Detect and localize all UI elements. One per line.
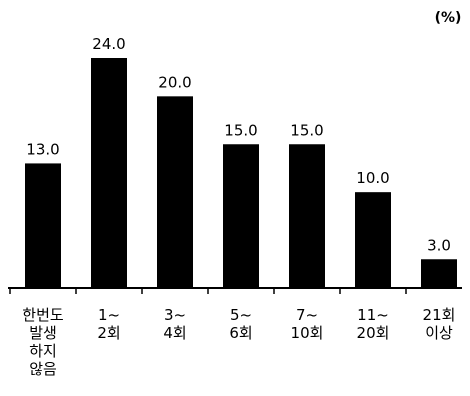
category-label-5-line-0: 11~ [357,306,389,324]
category-label-4-line-1: 10회 [291,324,324,342]
category-label-0-line-2: 하지 [29,342,57,360]
category-label-0-line-3: 않음 [29,360,57,378]
category-label-3-line-0: 5~ [230,306,252,324]
category-label-2: 3~ 4회 [163,306,186,342]
bar-1 [91,58,127,288]
category-label-0-line-0: 한번도 [22,306,64,324]
unit-label: (%) [435,10,462,26]
category-label-4: 7~ 10회 [291,306,324,342]
value-label-4: 15.0 [290,121,323,139]
category-label-3: 5~ 6회 [229,306,252,342]
category-label-1-line-1: 2회 [97,324,120,342]
bar-6 [421,259,457,288]
bar-5 [355,192,391,288]
category-label-5-line-1: 20회 [357,324,390,342]
category-label-1: 1~ 2회 [97,306,120,342]
category-label-2-line-0: 3~ [164,306,186,324]
category-label-2-line-1: 4회 [163,324,186,342]
value-label-2: 20.0 [158,73,191,91]
category-label-0: 한번도 발생 하지 않음 [22,306,64,378]
value-label-6: 3.0 [427,236,451,254]
value-label-3: 15.0 [224,121,257,139]
category-label-1-line-0: 1~ [98,306,120,324]
category-label-6-line-0: 21회 [423,306,456,324]
bar-3 [223,144,259,288]
value-label-5: 10.0 [356,169,389,187]
category-label-0-line-1: 발생 [29,324,57,342]
category-label-4-line-0: 7~ [296,306,318,324]
x-axis-labels: 한번도 발생 하지 않음 1~ 2회 3~ 4회 5~ 6회 7~ 10회 11~ 20회 21회 이상 [22,306,455,378]
x-axis-ticks [9,288,407,294]
category-label-5: 11~ 20회 [357,306,390,342]
category-label-3-line-1: 6회 [229,324,252,342]
category-label-6: 21회 이상 [423,306,456,342]
bar-2 [157,96,193,288]
bars-group: 13.0 24.0 20.0 15.0 15.0 10.0 3.0 [25,35,457,288]
value-label-1: 24.0 [92,35,125,53]
bar-0 [25,163,61,288]
value-label-0: 13.0 [26,140,59,158]
category-label-6-line-1: 이상 [425,324,453,342]
bar-4 [289,144,325,288]
